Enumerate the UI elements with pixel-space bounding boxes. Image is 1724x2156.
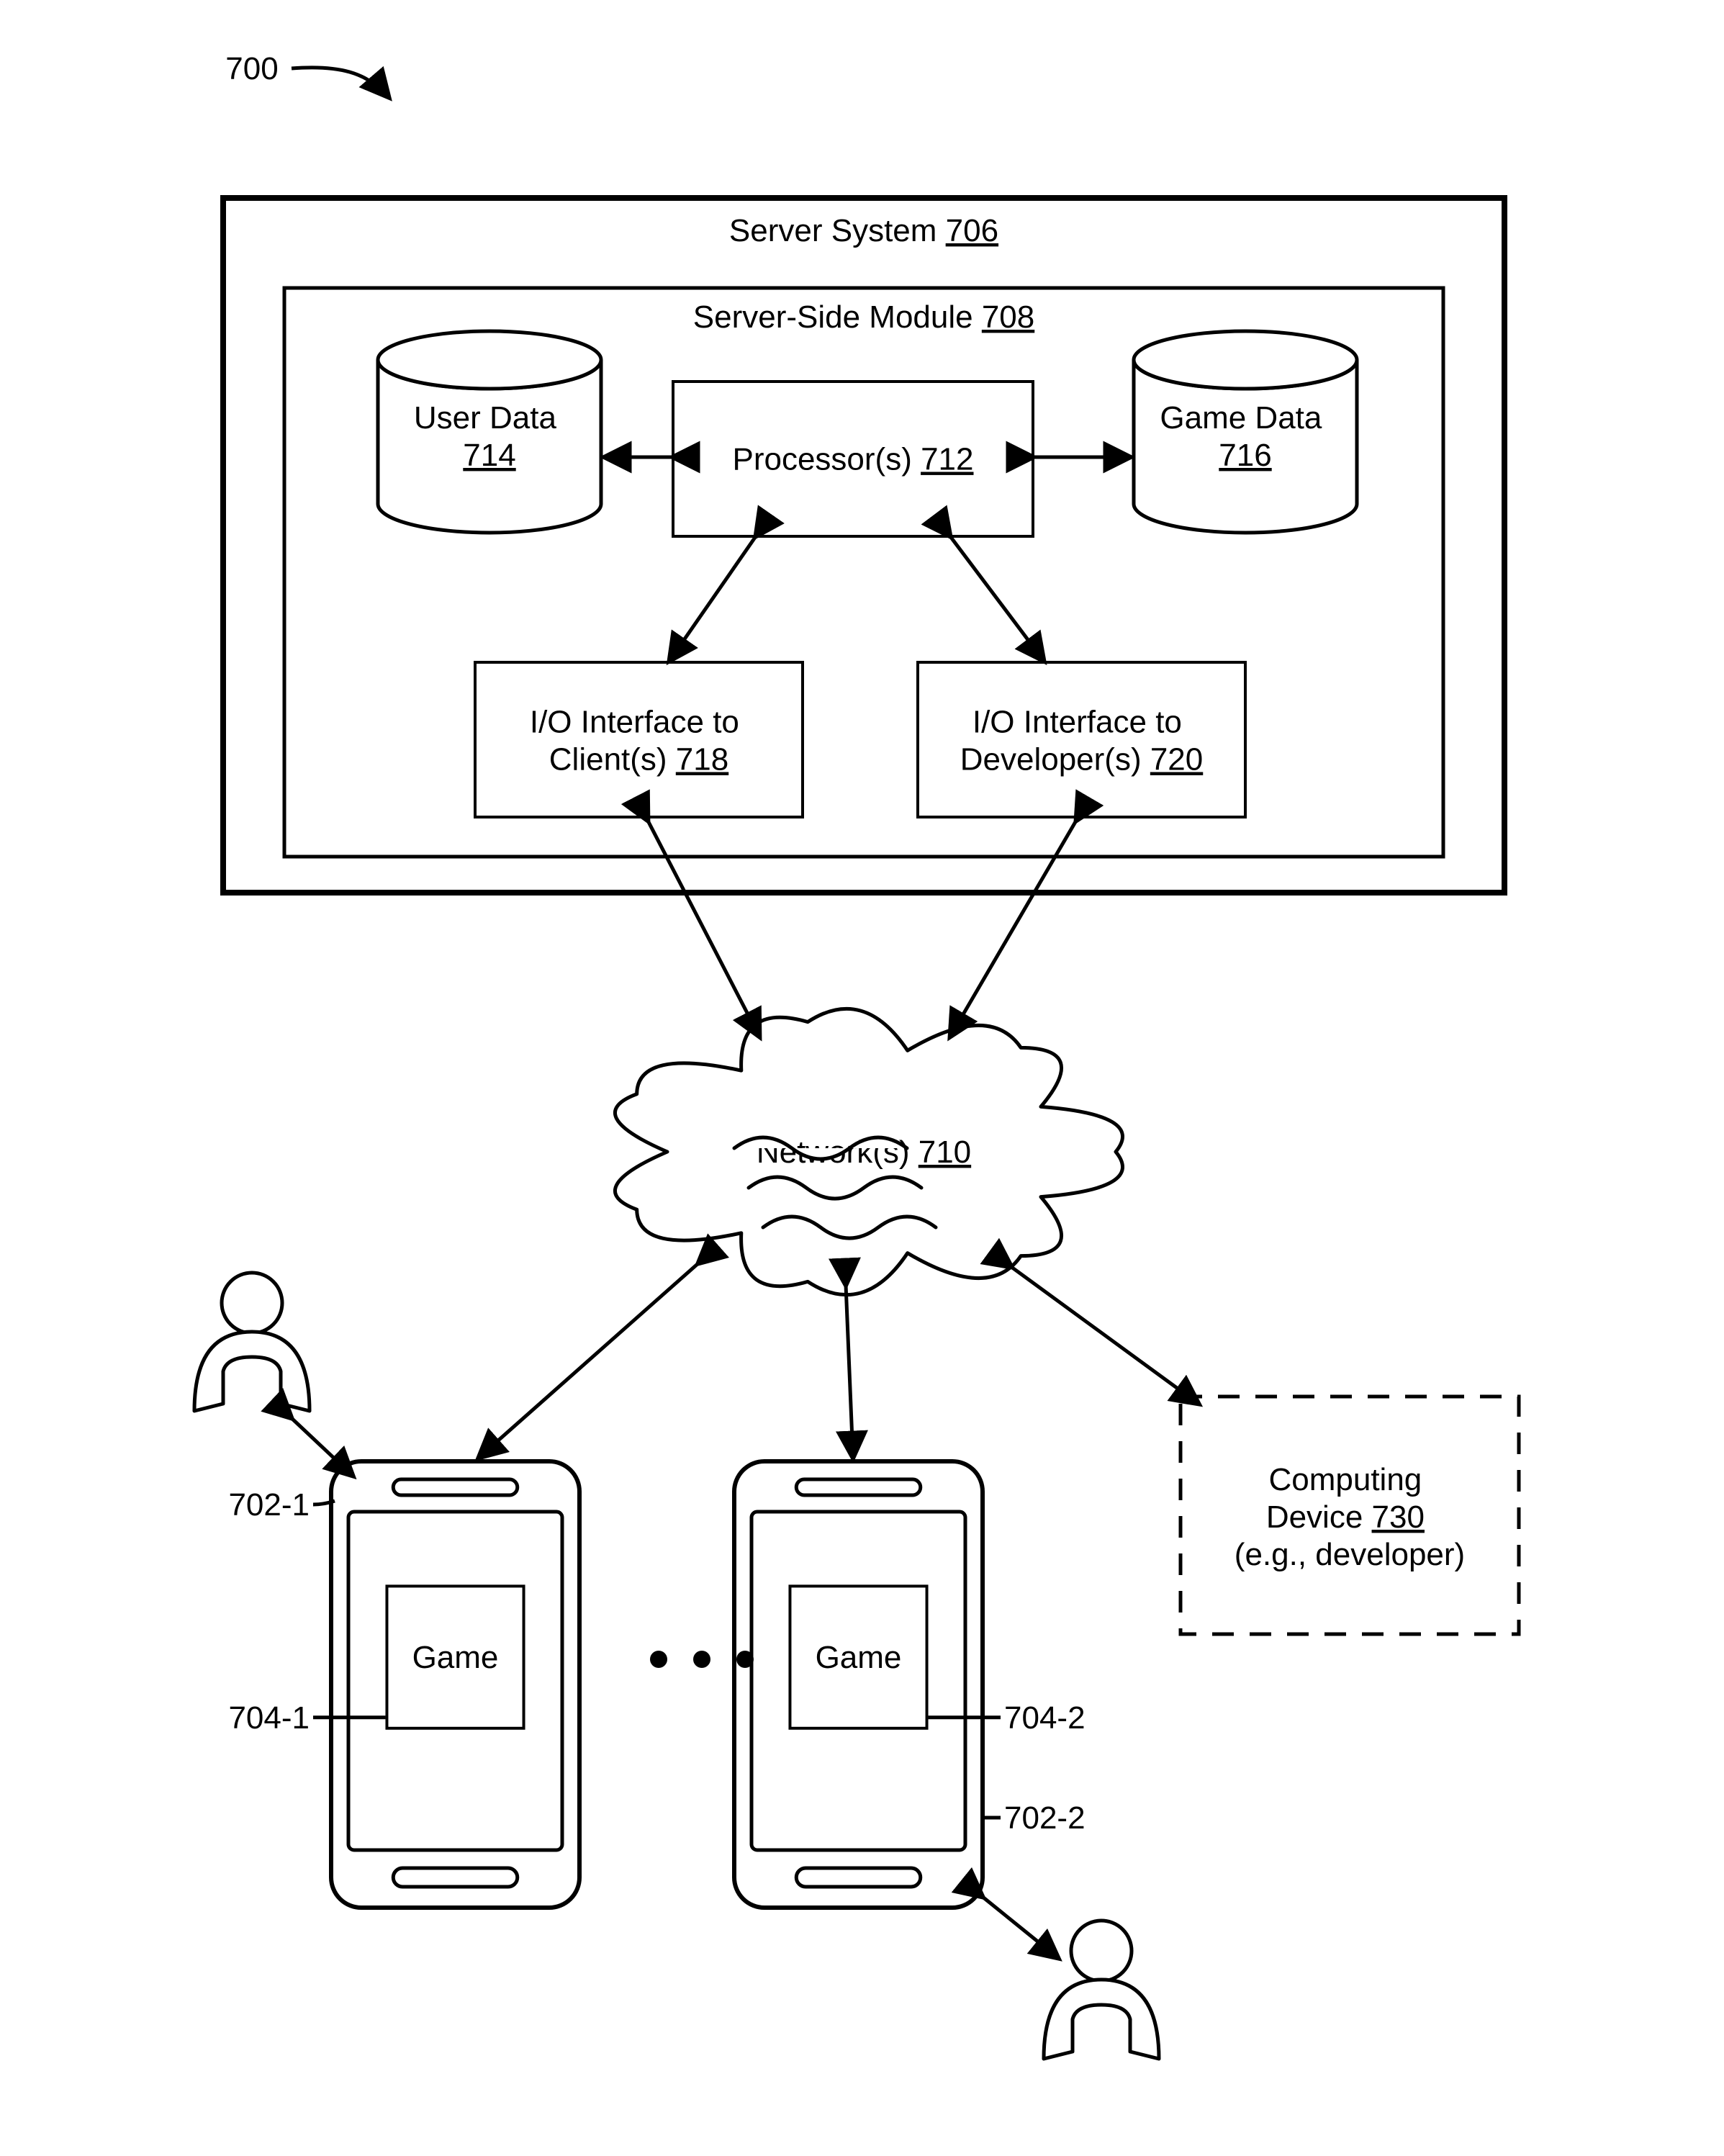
- arrow-net-phone1: [479, 1263, 698, 1458]
- phone-2: Game: [734, 1461, 983, 1908]
- svg-text:702-1: 702-1: [228, 1487, 310, 1523]
- arrow-proc-ioc: [669, 536, 756, 661]
- arrow-net-comp: [1011, 1267, 1199, 1404]
- io-client-box: [475, 662, 803, 817]
- svg-text:702-2: 702-2: [1004, 1800, 1086, 1836]
- svg-text:704-1: 704-1: [228, 1700, 310, 1736]
- arrow-proc-iod: [950, 536, 1044, 661]
- arrow-person1-phone: [292, 1418, 353, 1476]
- io-dev-box: [918, 662, 1245, 817]
- arrow-ioc-net: [648, 821, 759, 1037]
- person-1-icon: [194, 1273, 310, 1411]
- arrow-net-phone2: [846, 1285, 853, 1458]
- processor-label: Processor(s) 712: [732, 442, 973, 477]
- server-system-title: Server System 706: [729, 213, 998, 248]
- phone-1: Game: [331, 1461, 579, 1908]
- computing-device-label: Computing Device 730 (e.g., developer): [1235, 1462, 1465, 1572]
- svg-text:Game: Game: [412, 1640, 499, 1675]
- person-2-icon: [1044, 1921, 1159, 2059]
- figure-ref-number: 700: [225, 51, 278, 86]
- figure-ref-arrow: [292, 68, 389, 97]
- svg-text:704-2: 704-2: [1004, 1700, 1086, 1736]
- arrow-iod-net: [950, 821, 1076, 1037]
- svg-text:Game: Game: [816, 1640, 902, 1675]
- arrow-person2-phone: [983, 1897, 1058, 1958]
- server-module-title: Server-Side Module 708: [693, 299, 1035, 335]
